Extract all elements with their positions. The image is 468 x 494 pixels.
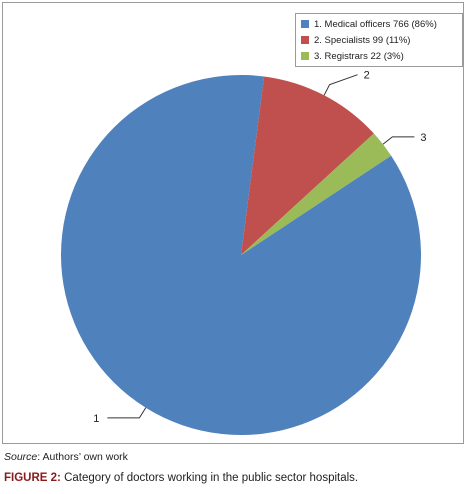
callout-label-3: 3 xyxy=(420,132,426,144)
legend-item-2: 2. Specialists 99 (11%) xyxy=(301,32,462,48)
legend-swatch-3 xyxy=(301,52,309,60)
legend-swatch-2 xyxy=(301,36,309,44)
caption-text: Category of doctors working in the publi… xyxy=(60,472,359,484)
callout-leader-3 xyxy=(382,136,415,145)
legend-label-3: 3. Registrars 22 (3%) xyxy=(314,50,404,62)
pie-chart: 1 2 3 xyxy=(61,70,426,436)
figure-caption: FIGURE 2: Category of doctors working in… xyxy=(4,472,358,484)
pie-slice-1 xyxy=(61,75,422,436)
source-text: : Authors’ own work xyxy=(37,451,128,463)
legend-item-3: 3. Registrars 22 (3%) xyxy=(301,48,462,64)
pie-slice-2 xyxy=(241,76,374,255)
legend-label-2: 2. Specialists 99 (11%) xyxy=(314,34,411,46)
legend-swatch-1 xyxy=(301,20,309,28)
chart-legend: 1. Medical officers 766 (86%) 2. Special… xyxy=(295,13,463,67)
legend-label-1: 1. Medical officers 766 (86%) xyxy=(314,18,437,30)
legend-item-1: 1. Medical officers 766 (86%) xyxy=(301,16,462,32)
callout-label-2: 2 xyxy=(364,70,370,82)
source-note: Source: Authors’ own work xyxy=(4,451,128,463)
callout-label-1: 1 xyxy=(93,413,99,425)
caption-label: FIGURE 2: xyxy=(4,472,61,484)
source-label: Source xyxy=(4,451,38,463)
chart-frame: 1 2 3 1. Medical officers 766 (86%) 2. Spe… xyxy=(2,2,464,444)
callout-leader-2 xyxy=(323,74,358,96)
pie-slice-3 xyxy=(241,133,392,255)
callout-leader-1 xyxy=(107,407,147,419)
